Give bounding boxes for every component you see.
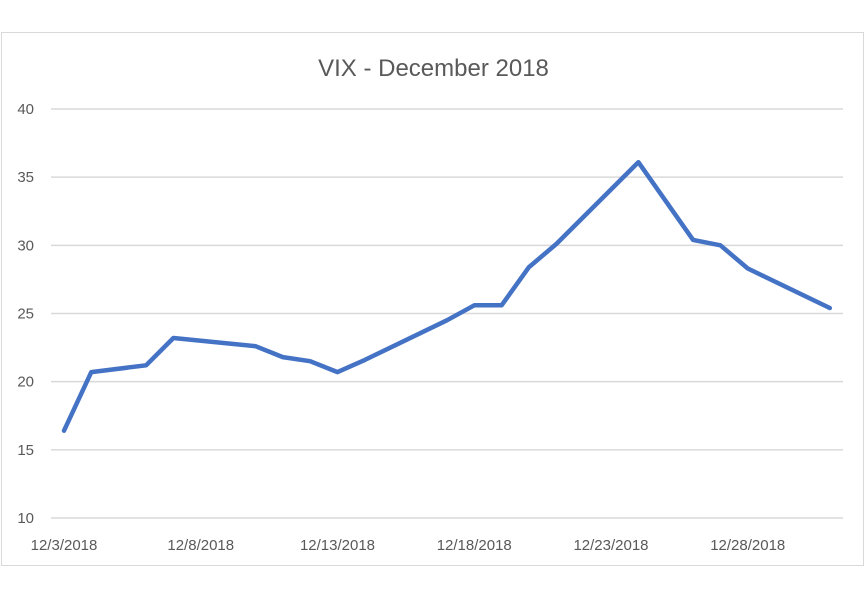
x-tick-label: 12/8/2018	[167, 537, 234, 554]
y-tick-label: 20	[17, 374, 34, 391]
y-tick-label: 10	[17, 510, 34, 527]
y-tick-label: 35	[17, 169, 34, 186]
x-tick-label: 12/3/2018	[31, 537, 98, 554]
chart-area	[1, 32, 864, 566]
y-tick-label: 30	[17, 237, 34, 254]
x-tick-label: 12/18/2018	[437, 537, 512, 554]
x-tick-label: 12/13/2018	[300, 537, 375, 554]
x-tick-label: 12/28/2018	[710, 537, 785, 554]
x-tick-label: 12/23/2018	[573, 537, 648, 554]
y-tick-label: 15	[17, 442, 34, 459]
y-tick-label: 25	[17, 306, 34, 323]
y-tick-label: 40	[17, 101, 34, 118]
chart-title: VIX - December 2018	[318, 55, 549, 82]
vix-line-series	[61, 159, 833, 433]
